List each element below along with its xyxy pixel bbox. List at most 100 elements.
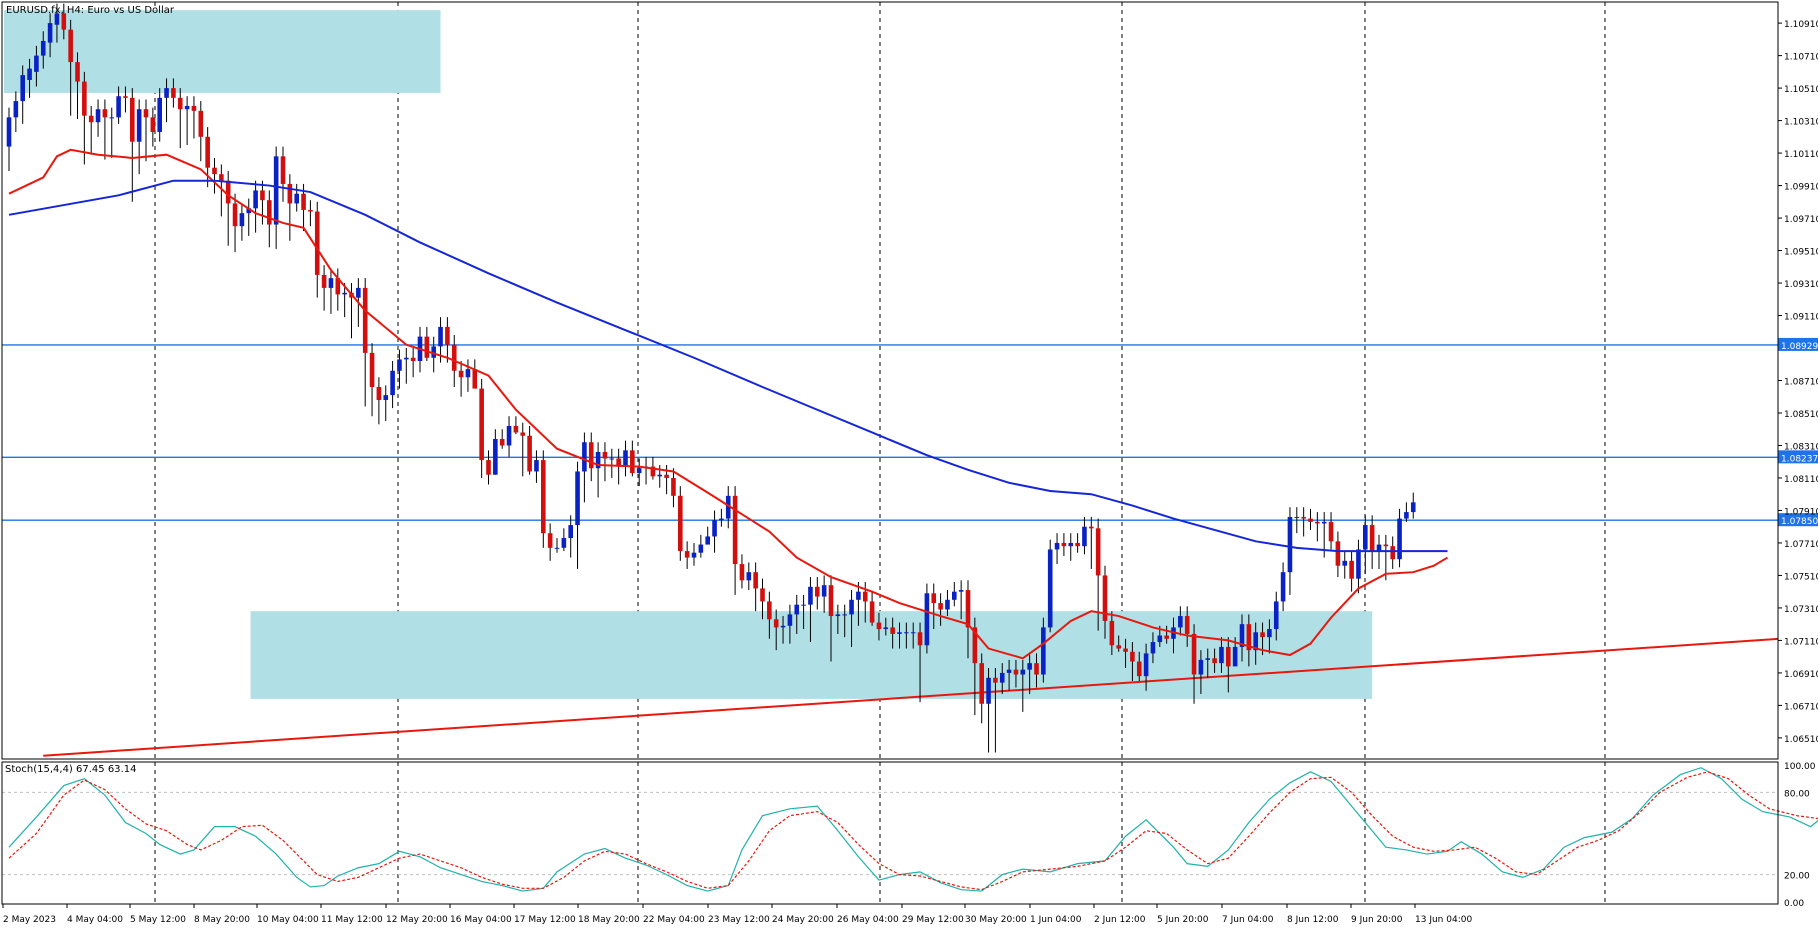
candle-body: [486, 460, 491, 475]
candle-body: [1404, 512, 1409, 519]
candle-body: [232, 203, 238, 227]
candle-body: [34, 55, 39, 72]
candle-body: [979, 663, 984, 704]
candle-body: [1349, 560, 1354, 579]
candle-body: [1239, 624, 1245, 647]
stoch-tick-label: 20.00: [1784, 872, 1810, 882]
price-tick-label: 1.07110: [1784, 637, 1818, 647]
candle-body: [952, 591, 957, 600]
candle-body: [335, 278, 341, 295]
candle-body: [1061, 542, 1067, 547]
candle-body: [1342, 560, 1348, 566]
candle-body: [650, 466, 656, 477]
time-tick-label: 30 May 20:00: [965, 915, 1027, 925]
candle-body: [102, 109, 108, 118]
candle-body: [719, 518, 724, 521]
candle-body: [999, 672, 1005, 683]
candle-body: [143, 109, 149, 118]
time-tick-label: 26 May 04:00: [837, 915, 899, 925]
candle-body: [671, 477, 676, 496]
candle-body: [20, 75, 25, 102]
candle-body: [1287, 516, 1293, 573]
candle-body: [410, 357, 416, 362]
candle-body: [568, 525, 573, 539]
time-tick-label: 8 Jun 12:00: [1287, 915, 1339, 925]
candle-body: [534, 460, 539, 472]
candle-body: [191, 105, 197, 111]
candle-body: [883, 627, 889, 630]
candle-body: [301, 193, 306, 210]
time-tick-label: 18 May 20:00: [578, 915, 640, 925]
candle-body: [684, 551, 690, 558]
candle-body: [513, 425, 519, 433]
candle-body: [931, 593, 937, 604]
price-tick-label: 1.08710: [1784, 378, 1818, 388]
candle-body: [547, 533, 553, 548]
candle-body: [1095, 528, 1101, 576]
candle-body: [61, 13, 67, 30]
candle-body: [1027, 663, 1032, 670]
candle-body: [1253, 632, 1258, 651]
candle-body: [1335, 541, 1341, 566]
indicator-pane-frame: [1, 761, 1779, 905]
candle-body: [260, 190, 265, 201]
candle-body: [1041, 627, 1046, 675]
time-tick-label: 1 Jun 04:00: [1030, 915, 1082, 925]
price-tick-label: 1.06910: [1784, 670, 1818, 680]
candle-body: [575, 471, 580, 526]
candle-body: [184, 105, 190, 110]
price-axis: 1.10910 1.10710 1.10510 1.10310 1.10110 1.099…: [1778, 20, 1818, 909]
candle-body: [472, 369, 478, 389]
time-tick-label: 23 May 12:00: [708, 915, 770, 925]
candle-body: [1150, 642, 1156, 654]
trendline-group[interactable]: [43, 637, 1779, 757]
candle-body: [691, 552, 697, 558]
candle-body: [561, 538, 567, 548]
candle-body: [554, 547, 560, 549]
price-tick-label: 1.09710: [1784, 215, 1818, 225]
candle-body: [1198, 659, 1204, 675]
candle-body: [68, 29, 73, 63]
price-tick-label: 1.10110: [1784, 150, 1818, 160]
candle-body: [369, 352, 375, 387]
time-tick-label: 12 May 20:00: [386, 915, 448, 925]
candle-body: [801, 604, 806, 606]
candle-body: [904, 632, 909, 634]
time-tick-label: 29 May 12:00: [902, 915, 964, 925]
candle-body: [1102, 575, 1108, 621]
moving-averages: [8, 148, 1449, 660]
candle-body: [1315, 521, 1320, 524]
candlesticks: [6, 3, 1416, 753]
candle-body: [657, 474, 663, 477]
candle-body: [54, 13, 60, 25]
candle-body: [136, 109, 142, 142]
candle-body: [109, 117, 115, 119]
stoch-label: Stoch(15,4,4) 67.45 63.14: [5, 764, 136, 775]
candle-body: [123, 96, 128, 98]
horizontal-levels[interactable]: 1.08929 1.08237 1.07850: [2, 337, 1818, 527]
main-pane-frame: [1, 1, 1779, 760]
trendline[interactable]: [43, 637, 1779, 757]
candle-body: [869, 601, 875, 623]
price-tick-label: 1.07710: [1784, 540, 1818, 550]
candle-body: [506, 425, 512, 446]
price-zone-1[interactable]: [250, 611, 1373, 699]
candle-body: [986, 677, 991, 704]
candle-body: [479, 388, 484, 461]
candle-body: [404, 357, 409, 360]
candle-body: [1164, 635, 1169, 639]
candle-body: [945, 599, 950, 610]
candle-body: [287, 183, 293, 204]
candle-body: [431, 346, 436, 358]
candle-body: [1397, 518, 1402, 560]
price-tick-label: 1.09110: [1784, 313, 1818, 323]
candle-body: [1219, 646, 1224, 664]
candle-body: [280, 156, 286, 184]
candle-body: [376, 386, 382, 400]
candle-body: [595, 451, 601, 469]
price-tick-label: 1.07510: [1784, 572, 1818, 582]
candle-body: [849, 599, 854, 615]
candle-body: [1273, 601, 1279, 630]
candle-body: [1136, 661, 1142, 677]
time-tick-label: 16 May 04:00: [450, 915, 512, 925]
